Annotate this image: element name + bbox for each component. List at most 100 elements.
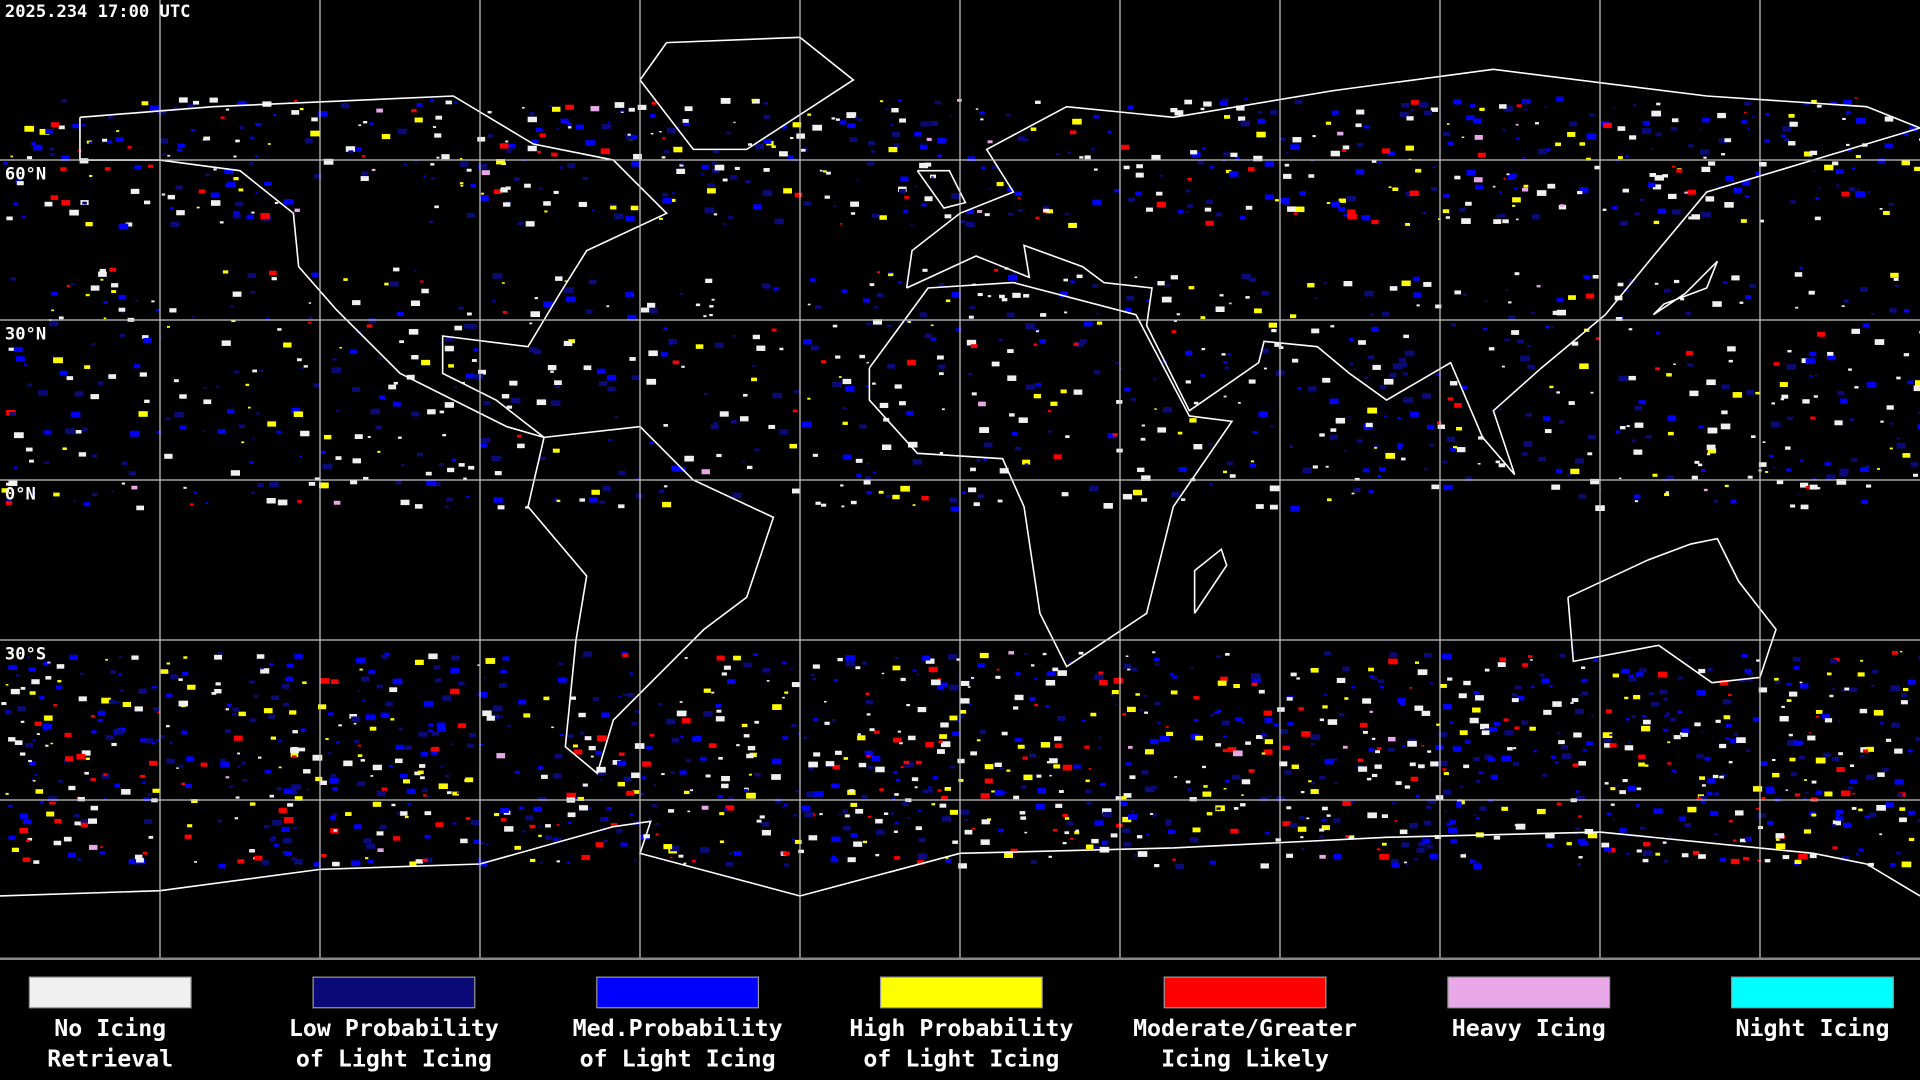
icing-pixel	[1789, 757, 1796, 762]
icing-pixel	[579, 805, 588, 811]
icing-pixel	[119, 689, 124, 693]
icing-pixel	[1884, 116, 1894, 122]
icing-pixel	[1503, 177, 1506, 180]
icing-pixel	[428, 729, 433, 733]
icing-pixel	[683, 122, 690, 126]
icing-pixel	[9, 652, 13, 655]
icing-pixel	[1694, 460, 1700, 464]
icing-pixel	[1284, 163, 1290, 167]
icing-pixel	[721, 672, 727, 676]
icing-pixel	[1364, 376, 1369, 379]
icing-pixel	[233, 155, 237, 158]
icing-pixel	[1154, 657, 1160, 661]
icing-pixel	[327, 752, 332, 755]
icing-pixel	[331, 818, 336, 821]
icing-pixel	[1681, 732, 1689, 737]
icing-pixel	[1349, 362, 1354, 366]
icing-pixel	[144, 399, 150, 403]
icing-pixel	[29, 691, 36, 695]
icing-pixel	[428, 723, 434, 727]
icing-pixel	[627, 314, 637, 321]
icing-pixel	[1868, 812, 1877, 817]
icing-pixel	[213, 168, 217, 171]
icing-pixel	[716, 709, 722, 713]
icing-pixel	[1329, 398, 1339, 405]
icing-pixel	[1222, 98, 1229, 103]
icing-pixel	[350, 860, 361, 867]
icing-pixel	[709, 305, 714, 308]
icing-pixel	[105, 735, 114, 740]
icing-pixel	[1255, 504, 1264, 509]
icing-pixel	[1178, 467, 1187, 472]
icing-pixel	[397, 436, 402, 439]
icing-pixel	[269, 663, 274, 666]
icing-pixel	[114, 729, 123, 735]
icing-pixel	[899, 742, 903, 745]
icing-pixel	[914, 132, 922, 137]
icing-pixel	[111, 290, 117, 294]
icing-pixel	[502, 656, 510, 661]
icing-pixel	[1135, 172, 1144, 178]
icing-pixel	[166, 758, 175, 764]
icing-pixel	[709, 313, 713, 317]
icing-pixel	[1447, 827, 1458, 833]
icing-pixel	[1848, 368, 1852, 371]
icing-pixel	[604, 817, 608, 820]
icing-pixel	[292, 730, 298, 734]
icing-pixel	[1832, 820, 1842, 826]
icing-pixel	[1342, 145, 1350, 150]
icing-pixel	[15, 674, 20, 677]
icing-pixel	[494, 813, 500, 817]
icing-pixel	[1357, 758, 1364, 763]
icing-pixel	[850, 802, 858, 807]
icing-pixel	[1073, 389, 1083, 395]
icing-pixel	[1068, 222, 1077, 228]
icing-pixel	[1724, 138, 1732, 143]
icing-pixel	[1633, 104, 1637, 107]
icing-pixel	[1083, 321, 1093, 327]
icing-pixel	[535, 127, 543, 132]
icing-pixel	[650, 132, 654, 135]
icing-pixel	[992, 165, 999, 170]
icing-pixel	[1602, 208, 1607, 211]
icing-pixel	[10, 277, 16, 281]
icing-pixel	[356, 781, 366, 787]
icing-pixel	[1048, 430, 1052, 433]
icing-pixel	[133, 364, 141, 369]
icing-pixel	[1831, 824, 1836, 827]
icing-pixel	[751, 365, 756, 368]
icing-pixel	[812, 717, 819, 721]
icing-pixel	[1788, 691, 1798, 697]
icing-pixel	[606, 374, 617, 381]
icing-pixel	[614, 416, 619, 419]
icing-pixel	[911, 777, 919, 782]
icing-pixel	[85, 222, 93, 227]
icing-pixel	[1461, 136, 1465, 138]
icing-pixel	[404, 745, 412, 750]
icing-pixel	[1125, 655, 1129, 658]
icing-pixel	[1628, 328, 1633, 331]
icing-pixel	[1170, 108, 1178, 113]
icing-pixel	[1157, 427, 1167, 433]
icing-pixel	[90, 285, 100, 291]
icing-pixel	[23, 819, 32, 825]
icing-pixel	[1507, 747, 1513, 751]
icing-pixel	[434, 133, 442, 138]
icing-pixel	[1700, 800, 1706, 804]
icing-pixel	[1202, 765, 1206, 769]
icing-pixel	[80, 822, 88, 828]
icing-pixel	[1473, 118, 1482, 124]
icing-pixel	[748, 773, 752, 776]
icing-pixel	[831, 117, 836, 120]
icing-pixel	[1844, 687, 1850, 691]
icing-pixel	[136, 505, 144, 511]
icing-pixel	[1469, 859, 1476, 863]
icing-pixel	[1773, 362, 1780, 366]
icing-pixel	[582, 783, 588, 787]
icing-pixel	[1805, 358, 1816, 365]
icing-pixel	[1896, 376, 1901, 380]
icing-pixel	[1264, 161, 1275, 167]
icing-pixel	[333, 829, 338, 832]
icing-pixel	[27, 383, 33, 387]
icing-pixel	[1667, 415, 1677, 421]
